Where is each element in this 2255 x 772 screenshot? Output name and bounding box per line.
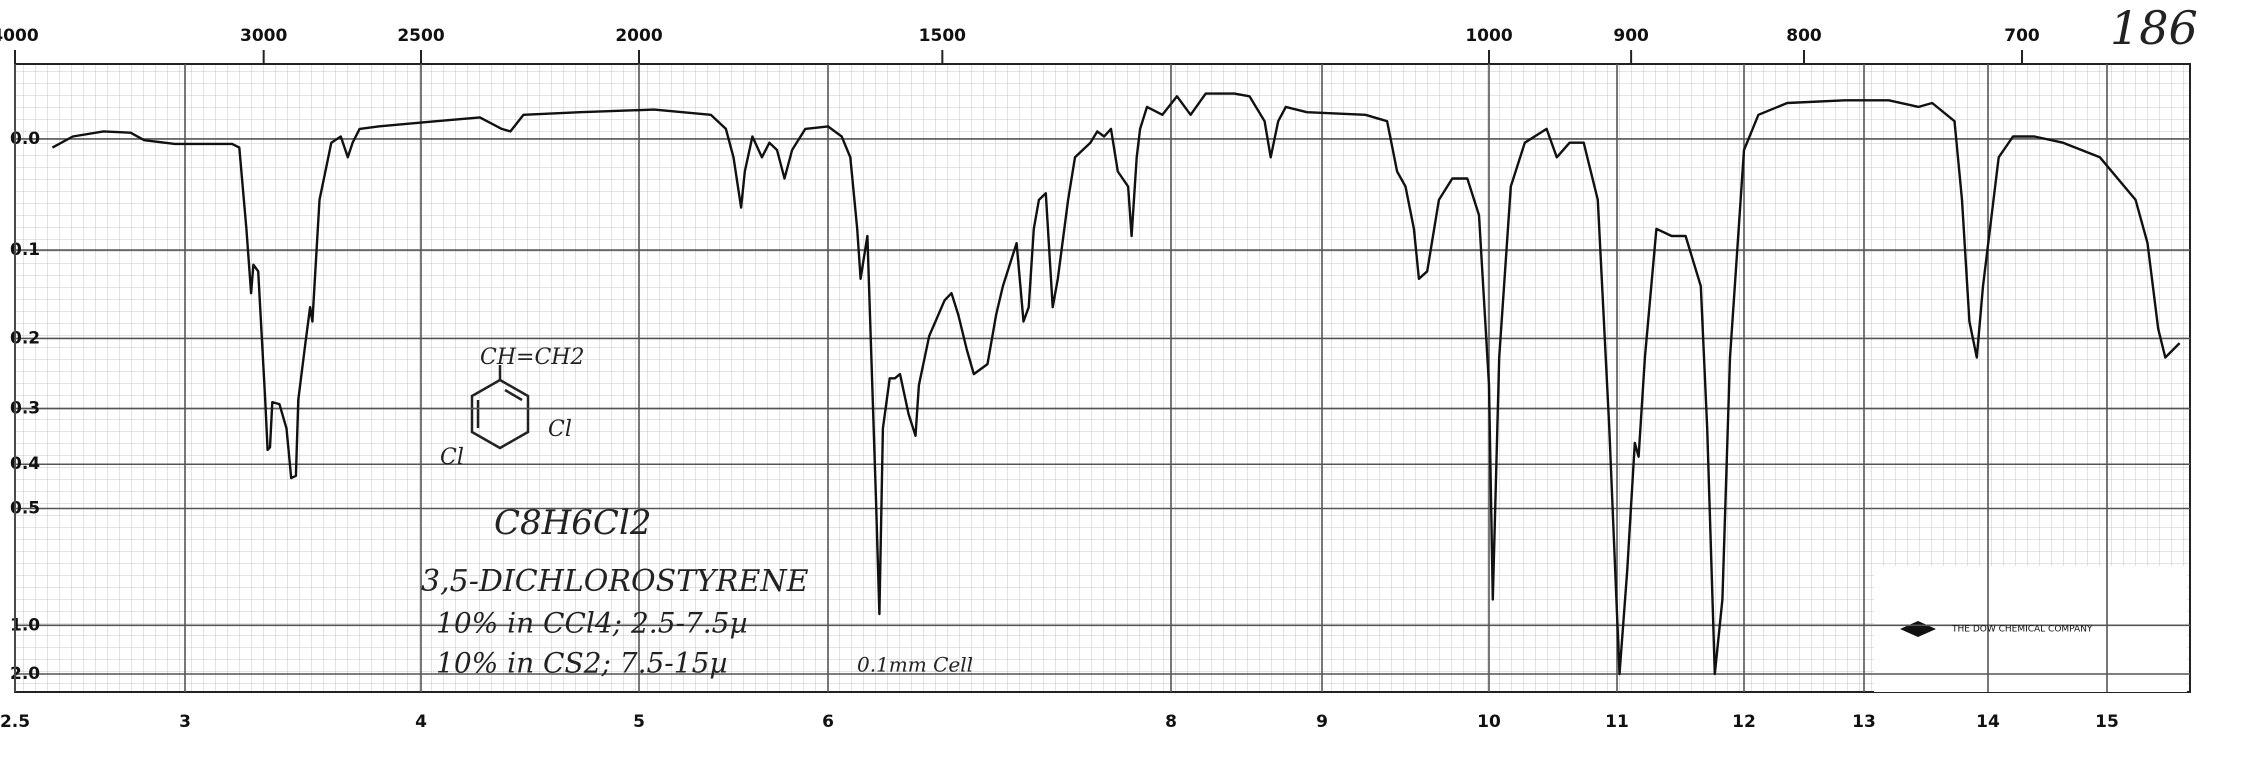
x-tick-label: 6 [822, 712, 834, 732]
x-tick-label: 11 [1605, 712, 1629, 732]
x-tick-label: 15 [2095, 712, 2119, 732]
top-tick-label: 4000 [0, 26, 39, 46]
x-tick-label: 4 [415, 712, 427, 732]
y-tick-label: 0.1 [10, 240, 40, 260]
y-tick-label: 2.0 [10, 664, 40, 684]
logo-text: THE DOW CHEMICAL COMPANY [1951, 625, 2093, 635]
x-tick-label: 13 [1852, 712, 1876, 732]
top-tick-label: 1500 [919, 26, 966, 46]
annotation: Cl [548, 417, 572, 442]
spectrum-line [51, 92, 2181, 676]
top-tick-label: 900 [1613, 26, 1649, 46]
annotation: 10% in CS2; 7.5-15µ [436, 647, 728, 680]
page-number: 186 [2110, 1, 2198, 55]
x-tick-label: 3 [179, 712, 191, 732]
benzene-ring [470, 365, 530, 450]
y-tick-label: 1.0 [10, 615, 40, 635]
top-tick-label: 2000 [615, 26, 662, 46]
top-tick-label: 2500 [397, 26, 444, 46]
x-tick-label: 9 [1316, 712, 1328, 732]
annotation: CH=CH2 [480, 345, 584, 370]
x-tick-label: 12 [1732, 712, 1756, 732]
y-tick-label: 0.0 [10, 129, 40, 149]
x-tick-label: 5 [633, 712, 645, 732]
x-tick-label: 2.5 [0, 712, 30, 732]
x-tick-label: 8 [1165, 712, 1177, 732]
y-tick-label: 0.4 [10, 454, 40, 474]
y-tick-label: 0.2 [10, 328, 40, 348]
annotation: 10% in CCl4; 2.5-7.5µ [436, 607, 748, 640]
x-tick-label: 14 [1976, 712, 2000, 732]
top-tick-label: 800 [1786, 26, 1822, 46]
minor-grid [15, 64, 2190, 692]
x-tick-label: 10 [1477, 712, 1501, 732]
y-tick-label: 0.3 [10, 399, 40, 419]
annotation: Cl [440, 445, 464, 470]
top-tick-label: 3000 [240, 26, 287, 46]
annotation: C8H6Cl2 [494, 503, 651, 543]
y-tick-label: 0.5 [10, 498, 40, 518]
annotation: 3,5-DICHLOROSTYRENE [421, 564, 809, 599]
top-tick-label: 1000 [1465, 26, 1512, 46]
top-tick-label: 700 [2004, 26, 2040, 46]
annotation: 0.1mm Cell [857, 653, 973, 677]
